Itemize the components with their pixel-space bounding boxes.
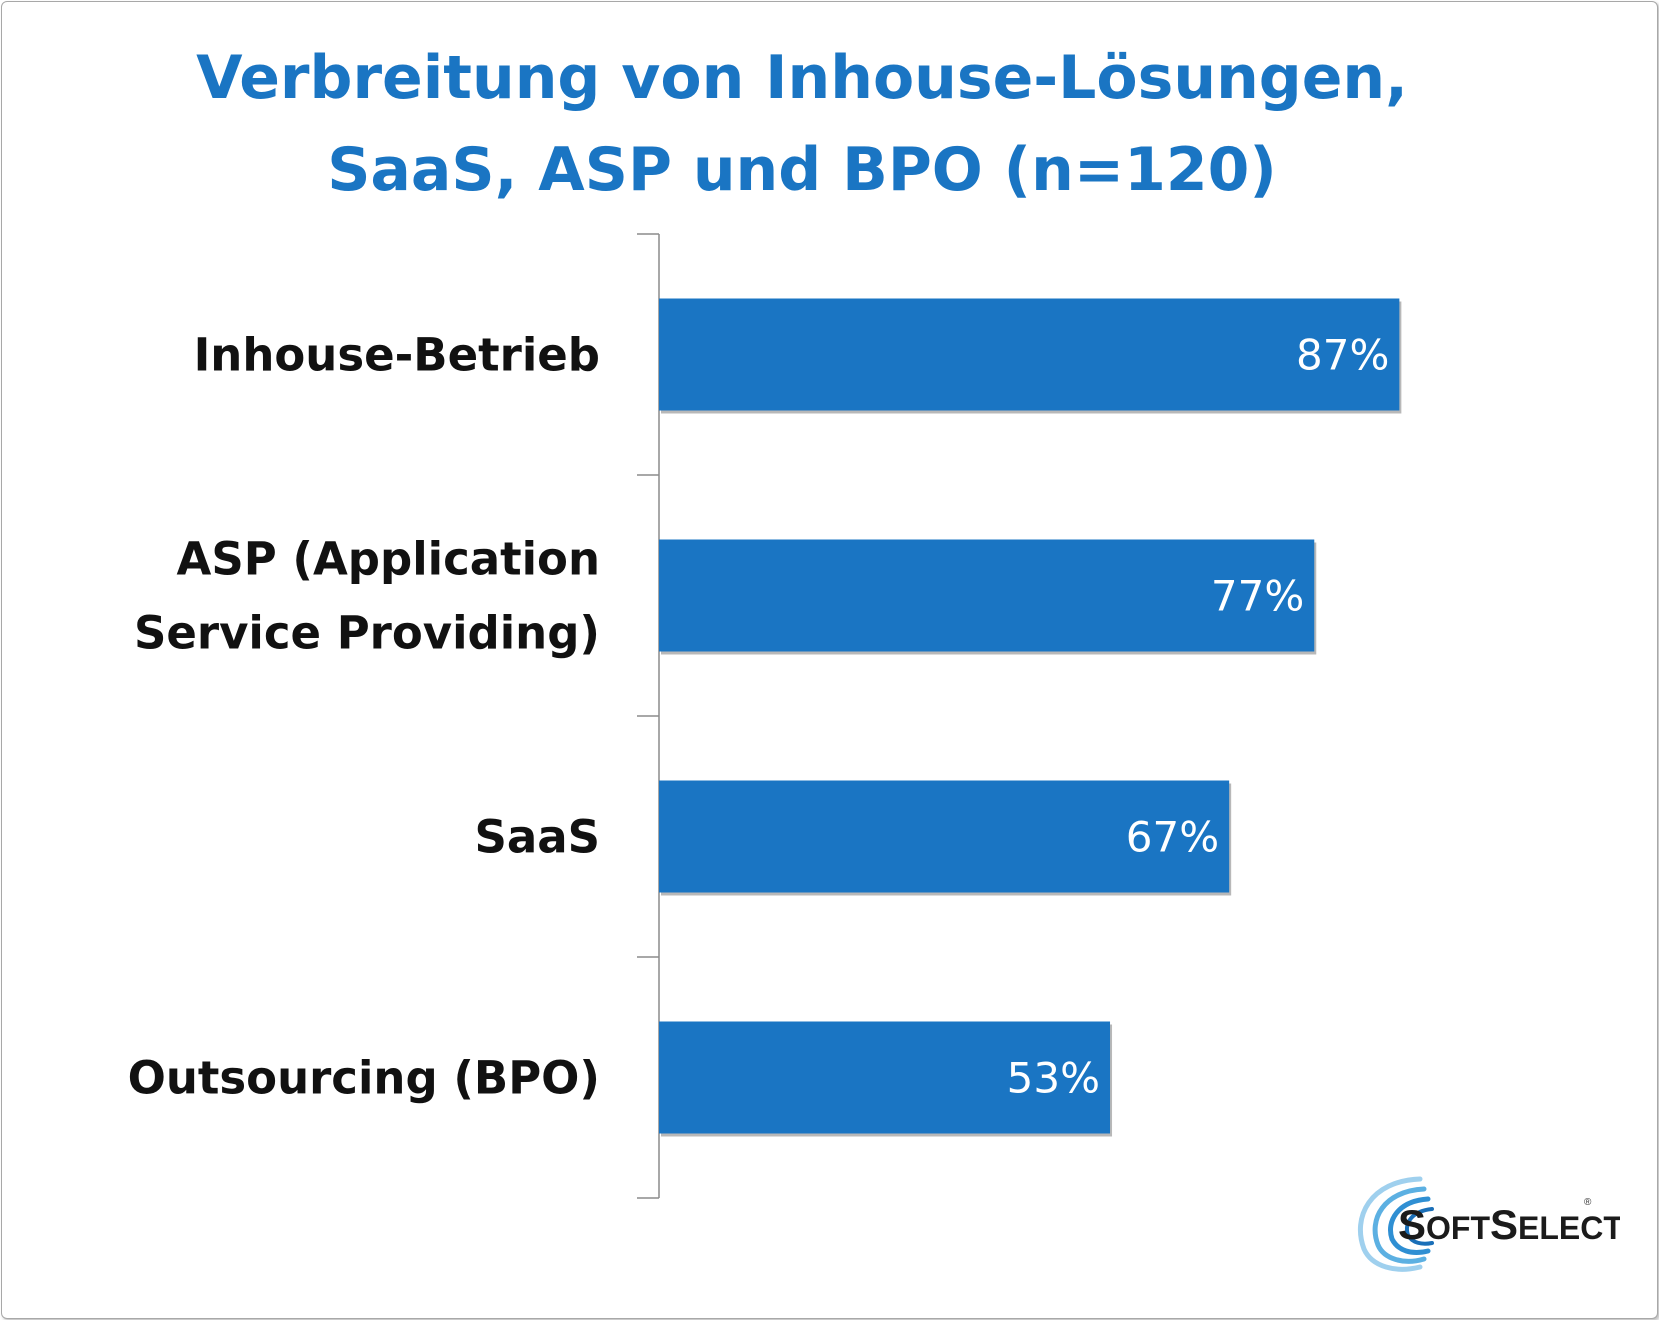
bar bbox=[659, 298, 1400, 411]
bar bbox=[659, 780, 1230, 893]
value-label: 77% bbox=[1211, 572, 1304, 621]
chart-title: Verbreitung von Inhouse-Lösungen, SaaS, … bbox=[2, 32, 1602, 216]
svg-text:SOFTSELECT: SOFTSELECT bbox=[1398, 1201, 1620, 1248]
category-label: Service Providing) bbox=[134, 607, 600, 660]
category-label: Inhouse-Betrieb bbox=[194, 329, 600, 382]
softselect-logo: SOFTSELECT ® bbox=[1358, 1176, 1620, 1272]
category-label: ASP (Application bbox=[177, 533, 600, 586]
category-label: Outsourcing (BPO) bbox=[128, 1052, 600, 1105]
chart-title-line-1: Verbreitung von Inhouse-Lösungen, bbox=[196, 43, 1408, 113]
svg-text:®: ® bbox=[1584, 1197, 1592, 1208]
bar bbox=[659, 539, 1315, 652]
bar bbox=[659, 1021, 1111, 1134]
value-label: 87% bbox=[1296, 331, 1389, 380]
chart-title-line-2: SaaS, ASP und BPO (n=120) bbox=[327, 135, 1277, 205]
value-label: 53% bbox=[1007, 1054, 1100, 1103]
category-label: SaaS bbox=[474, 811, 600, 864]
value-label: 67% bbox=[1126, 813, 1219, 862]
